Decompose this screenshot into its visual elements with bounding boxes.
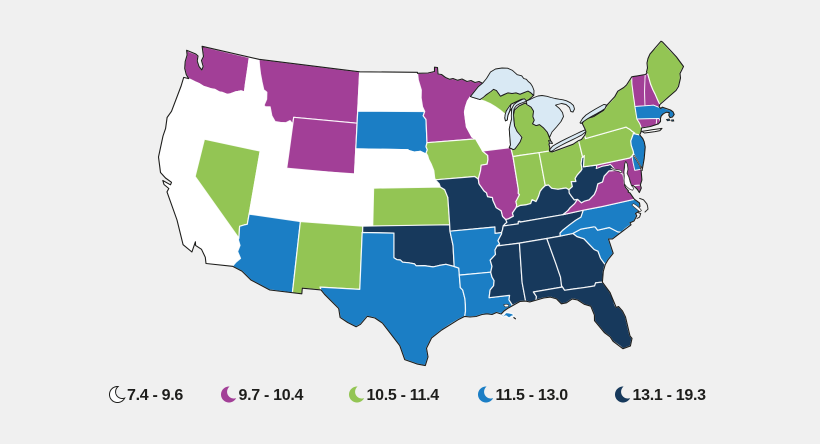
svg-text:10.5 - 11.4: 10.5 - 11.4 — [367, 387, 440, 404]
svg-text:11.5 - 13.0: 11.5 - 13.0 — [496, 387, 569, 404]
svg-text:7.4 - 9.6: 7.4 - 9.6 — [127, 387, 183, 404]
svg-text:9.7 - 10.4: 9.7 - 10.4 — [239, 387, 304, 404]
svg-text:13.1 - 19.3: 13.1 - 19.3 — [633, 387, 707, 404]
